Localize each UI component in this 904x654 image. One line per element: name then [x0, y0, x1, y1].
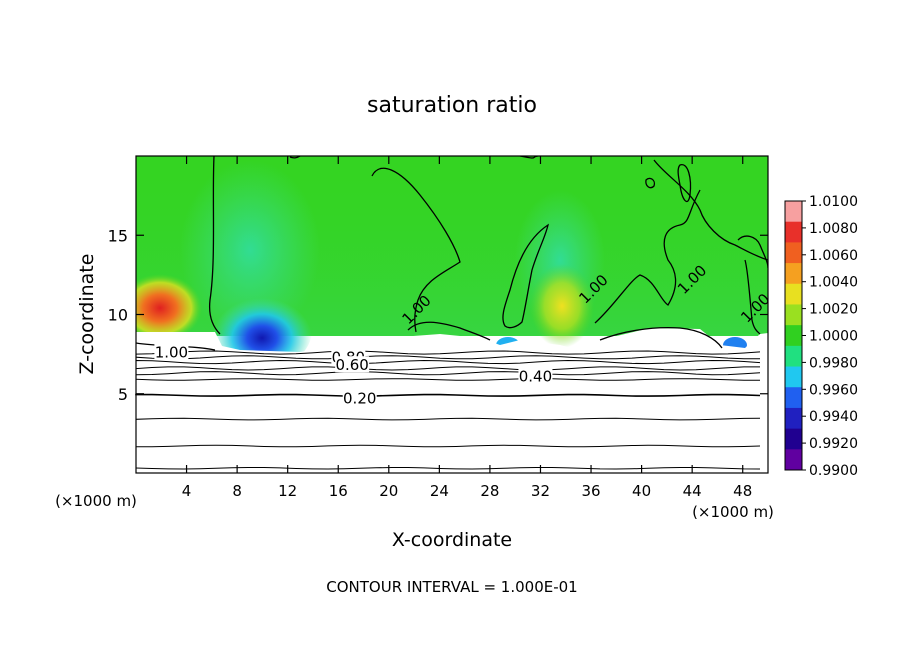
colorbar-swatch [785, 407, 802, 430]
low-level-contours [135, 350, 761, 470]
x-tick-label: 8 [232, 482, 242, 500]
contour-interval-note: CONTOUR INTERVAL = 1.000E-01 [326, 578, 577, 596]
y-tick-label: 5 [118, 385, 128, 404]
boundary-layer [136, 328, 768, 473]
contour-line [737, 235, 768, 269]
colorbar-swatch [785, 387, 802, 409]
contour-label-bg [518, 367, 553, 384]
colorbar-swatch [785, 221, 802, 243]
contour-line [135, 366, 760, 371]
colorbar-label: 0.9900 [809, 463, 858, 479]
contour-line [677, 164, 692, 203]
x-axis-label: X-coordinate [392, 529, 512, 551]
colorbar-label: 0.9920 [809, 436, 858, 452]
y-tick-label: 10 [108, 306, 128, 325]
contour-line [744, 259, 761, 335]
contour-line [135, 350, 761, 355]
colorbar-swatch [785, 345, 802, 368]
contour-label: 1.00 [155, 344, 188, 362]
supersaturated-core [530, 264, 594, 348]
x-tick-label: 32 [531, 482, 550, 500]
x-tick-label: 24 [430, 482, 449, 500]
colorbar-label: 0.9940 [809, 409, 858, 425]
contour-line [645, 177, 656, 189]
x-tick-label: 16 [329, 482, 348, 500]
supersaturated-core [136, 274, 202, 342]
y-axis-label: Z-coordinate [76, 254, 98, 375]
x-axis-unit-right: (×1000 m) [692, 503, 774, 521]
colorbar-swatch [785, 325, 802, 347]
contour-line [135, 467, 761, 470]
colorbar-label: 0.9960 [809, 382, 858, 398]
x-tick-label: 28 [480, 482, 499, 500]
contour-line [135, 359, 761, 365]
contour-label: 0.60 [335, 356, 368, 374]
x-tick-label: 40 [632, 482, 651, 500]
colorbar-swatch [785, 201, 802, 223]
contour-label: 0.40 [519, 367, 552, 385]
x-tick-label: 20 [379, 482, 398, 500]
x-tick-label: 48 [733, 482, 752, 500]
heatmap-field [136, 156, 768, 473]
colorbar-label: 1.0040 [809, 275, 858, 291]
contour-line [135, 444, 761, 448]
y-tick-label: 15 [108, 226, 128, 245]
x-axis: 4 8 12 16 20 24 28 32 36 40 44 48 [182, 156, 752, 500]
colorbar-swatch [785, 366, 802, 388]
colorbar-label: 1.0100 [809, 194, 858, 210]
colorbar-label: 1.0060 [809, 248, 858, 264]
contour-line [407, 321, 491, 341]
contour-line [135, 355, 760, 360]
contour-label-bg [335, 356, 370, 373]
colorbar-swatch [785, 283, 802, 305]
x-tick-label: 4 [182, 482, 192, 500]
colorbar-label: 1.0000 [809, 329, 858, 345]
x-tick-label: 36 [581, 482, 600, 500]
contour-line [135, 393, 761, 397]
colorbar-swatch [785, 242, 802, 264]
contour-label: 0.20 [343, 390, 376, 408]
contour-line [135, 371, 761, 376]
colorbar-label: 1.0020 [809, 302, 858, 318]
colorbar-swatch [785, 428, 802, 450]
contour-line [135, 417, 761, 421]
contour-line [371, 167, 461, 333]
contour-line [208, 156, 221, 335]
contour-line [502, 223, 549, 329]
colorbar-swatch [785, 449, 802, 471]
contour-label-bg [154, 343, 189, 360]
y-axis: 5 10 15 [108, 226, 768, 404]
contour-line [135, 378, 761, 381]
x-tick-label: 12 [278, 482, 297, 500]
contour-label-bg [342, 389, 377, 406]
colorbar-label: 0.9980 [809, 355, 858, 371]
x-axis-unit-left: (×1000 m) [55, 492, 137, 510]
colorbar: 1.0100 1.0080 1.0060 1.0040 1.0020 1.0000 0.99… [784, 194, 858, 479]
colorbar-label: 1.0080 [809, 221, 858, 237]
chart-title: saturation ratio [367, 93, 537, 118]
contour-line [653, 159, 768, 261]
contour-line [594, 189, 701, 324]
x-tick-label: 44 [683, 482, 702, 500]
contour-line [599, 326, 723, 349]
colorbar-swatch [785, 304, 802, 326]
contour-lines [136, 156, 768, 351]
colorbar-swatch [785, 263, 802, 285]
